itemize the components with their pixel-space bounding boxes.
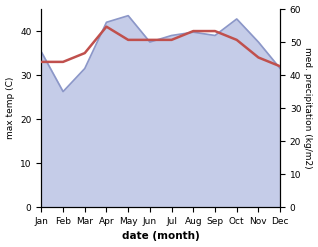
Y-axis label: med. precipitation (kg/m2): med. precipitation (kg/m2) bbox=[303, 47, 313, 169]
Y-axis label: max temp (C): max temp (C) bbox=[5, 77, 15, 139]
X-axis label: date (month): date (month) bbox=[122, 231, 200, 242]
